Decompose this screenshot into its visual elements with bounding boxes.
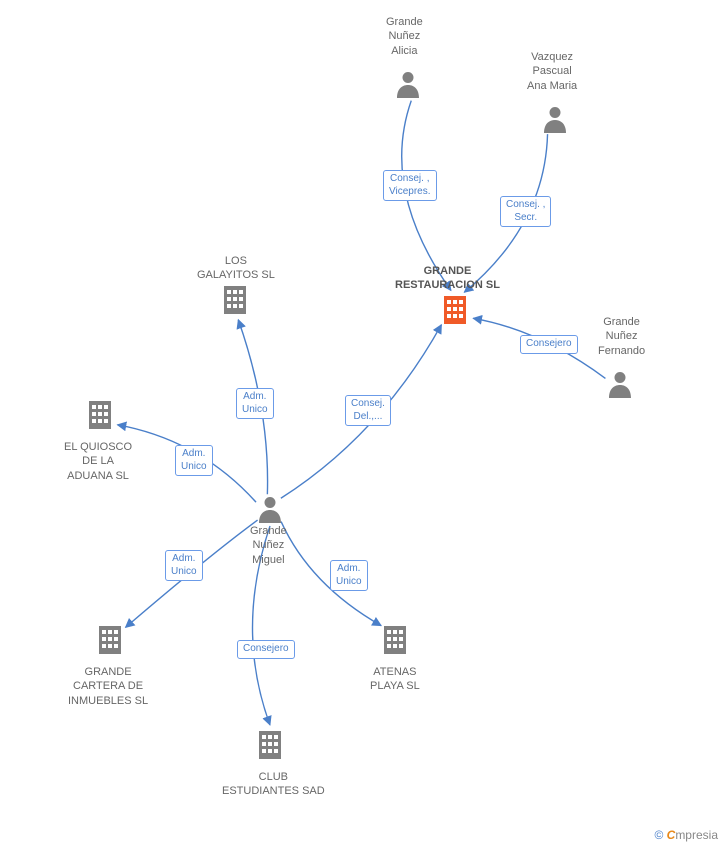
node-label: Vazquez Pascual Ana Maria [527,50,577,93]
edge-label: Adm. Unico [165,550,203,581]
footer-attribution: © Cmpresia [654,828,718,842]
person-icon [609,372,631,398]
building-icon [89,401,111,429]
node-label: EL QUIOSCO DE LA ADUANA SL [64,440,132,483]
brand-rest: mpresia [675,828,718,842]
person-icon [259,497,281,523]
copyright-symbol: © [654,828,663,842]
edge-label: Consej. Del.,... [345,395,391,426]
brand-initial: C [667,828,676,842]
building-icon [384,626,406,654]
building-icon [99,626,121,654]
edge-label: Consejero [237,640,295,659]
node-label: ATENAS PLAYA SL [370,665,420,694]
person-icon [397,72,419,98]
building-icon [444,296,466,324]
node-label: Grande Nuñez Fernando [598,315,645,358]
edge-label: Adm. Unico [236,388,274,419]
node-label: LOS GALAYITOS SL [197,254,275,283]
building-icon [224,286,246,314]
edge-label: Consejero [520,335,578,354]
edge-label: Adm. Unico [175,445,213,476]
edge-label: Consej. , Secr. [500,196,551,227]
edge-label: Adm. Unico [330,560,368,591]
node-label: Grande Nuñez Miguel [250,524,287,567]
person-icon [544,107,566,133]
node-label: GRANDE RESTAURACION SL [395,264,500,293]
node-label: CLUB ESTUDIANTES SAD [222,770,325,799]
building-icon [259,731,281,759]
edge-label: Consej. , Vicepres. [383,170,437,201]
node-label: GRANDE CARTERA DE INMUEBLES SL [68,665,148,708]
node-label: Grande Nuñez Alicia [386,15,423,58]
